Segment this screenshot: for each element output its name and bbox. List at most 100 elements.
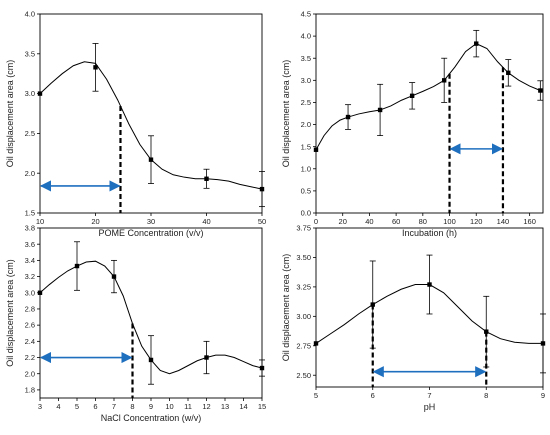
x-tick-label: 140 — [497, 217, 510, 226]
y-tick-label: 3.5 — [301, 54, 311, 63]
data-point — [259, 186, 265, 192]
x-tick-label: 20 — [339, 217, 347, 226]
x-tick-label: 9 — [541, 391, 545, 400]
x-axis-title: pH — [424, 402, 436, 412]
data-point — [313, 341, 319, 346]
data-point — [313, 147, 319, 152]
data-point — [37, 290, 43, 295]
y-tick-label: 4.5 — [301, 10, 311, 19]
y-tick-label: 2.6 — [25, 321, 35, 330]
data-point — [409, 93, 415, 99]
x-tick-label: 50 — [258, 217, 266, 226]
y-tick-label: 2.0 — [25, 169, 35, 178]
x-tick-label: 5 — [75, 402, 79, 411]
y-tick-label: 2.50 — [296, 371, 311, 380]
y-tick-label: 1.5 — [25, 209, 35, 218]
data-point — [148, 157, 154, 162]
data-point — [506, 70, 511, 76]
y-tick-label: 3.6 — [25, 240, 35, 249]
y-tick-label: 2.2 — [25, 353, 35, 362]
y-axis-title: Oil displacement area (cm) — [281, 60, 291, 168]
data-point — [345, 114, 351, 120]
y-tick-label: 1.5 — [301, 142, 311, 151]
y-tick-label: 3.50 — [296, 253, 311, 262]
x-tick-label: 40 — [365, 217, 373, 226]
y-axis-title: Oil displacement area (cm) — [5, 60, 15, 168]
y-tick-label: 3.2 — [25, 272, 35, 281]
chart-1: 10 20 30 40 50 1.5 2.0 2.5 3.0 3.5 4.0 POME Concent… — [5, 10, 266, 238]
y-axis-title: Oil displacement area (cm) — [281, 254, 291, 362]
x-tick-label: 0 — [314, 217, 318, 226]
y-tick-label: 1.8 — [25, 386, 35, 395]
x-tick-label: 7 — [112, 402, 116, 411]
data-point — [441, 78, 447, 83]
data-point — [93, 65, 98, 70]
data-point — [37, 91, 43, 96]
y-tick-label: 2.5 — [301, 98, 311, 107]
y-tick-label: 3.0 — [25, 288, 35, 297]
x-tick-label: 80 — [419, 217, 427, 226]
x-tick-label: 14 — [239, 402, 247, 411]
y-tick-label: 2.8 — [25, 305, 35, 314]
y-tick-label: 3.00 — [296, 312, 311, 321]
x-tick-label: 7 — [427, 391, 431, 400]
x-tick-label: 11 — [184, 402, 192, 411]
y-tick-label: 3.4 — [25, 256, 35, 265]
x-axis-title: NaCl Concentration (w/v) — [101, 413, 202, 423]
data-point — [204, 176, 209, 181]
y-tick-label: 2.0 — [301, 120, 311, 129]
y-tick-label: 3.25 — [296, 282, 311, 291]
y-tick-label: 3.8 — [25, 224, 35, 233]
y-tick-label: 2.75 — [296, 341, 311, 350]
chart-2: 0 20 40 60 80 100 120 140 160 0.0 0.5 1.0 1.5 2.0 2.5 3… — [281, 10, 544, 238]
x-tick-label: 13 — [221, 402, 229, 411]
y-tick-label: 0.0 — [301, 209, 311, 218]
y-axis-title: Oil displacement area (cm) — [5, 259, 15, 367]
x-tick-label: 8 — [130, 402, 134, 411]
x-tick-label: 15 — [258, 402, 266, 411]
chart-3: 3 4 5 6 7 8 9 10 11 12 13 14 15 1.8 2.0 2.2 2.4 2.6 2.8 3.0… — [5, 224, 266, 423]
x-tick-label: 5 — [314, 391, 318, 400]
y-tick-label: 3.75 — [296, 224, 311, 233]
chart-4: 5 6 7 8 9 2.50 2.75 3.00 3.25 3.50 3.75 pH Oil displ… — [281, 224, 546, 412]
y-tick-label: 1.0 — [301, 164, 311, 173]
x-tick-label: 9 — [149, 402, 153, 411]
x-axis-title: POME Concentration (v/v) — [98, 228, 203, 238]
y-tick-label: 3.0 — [301, 76, 311, 85]
x-tick-label: 10 — [165, 402, 173, 411]
data-point — [427, 282, 432, 287]
x-tick-label: 6 — [93, 402, 97, 411]
x-tick-label: 20 — [91, 217, 99, 226]
x-tick-label: 4 — [56, 402, 60, 411]
y-tick-label: 3.5 — [25, 49, 35, 58]
data-point — [204, 355, 209, 360]
x-tick-label: 60 — [392, 217, 400, 226]
x-tick-label: 40 — [202, 217, 210, 226]
y-tick-label: 2.4 — [25, 337, 35, 346]
data-point — [74, 263, 80, 269]
data-point — [377, 107, 383, 113]
y-tick-label: 0.5 — [301, 186, 311, 195]
x-axis-title: Incubation (h) — [402, 228, 457, 238]
data-point — [148, 357, 154, 363]
x-tick-label: 12 — [202, 402, 210, 411]
x-tick-label: 3 — [38, 402, 42, 411]
x-tick-label: 160 — [523, 217, 536, 226]
y-tick-label: 2.0 — [25, 369, 35, 378]
y-tick-label: 2.5 — [25, 129, 35, 138]
data-point — [259, 365, 265, 371]
x-tick-label: 10 — [36, 217, 44, 226]
x-tick-label: 30 — [147, 217, 155, 226]
data-point — [111, 274, 117, 279]
x-tick-label: 100 — [443, 217, 456, 226]
y-tick-label: 3.0 — [25, 89, 35, 98]
y-tick-label: 4.0 — [301, 32, 311, 41]
data-point — [474, 41, 479, 46]
x-tick-label: 8 — [484, 391, 488, 400]
x-tick-label: 120 — [470, 217, 483, 226]
data-point — [538, 88, 543, 93]
plot-frame — [315, 13, 544, 214]
fitted-curve — [315, 43, 541, 151]
